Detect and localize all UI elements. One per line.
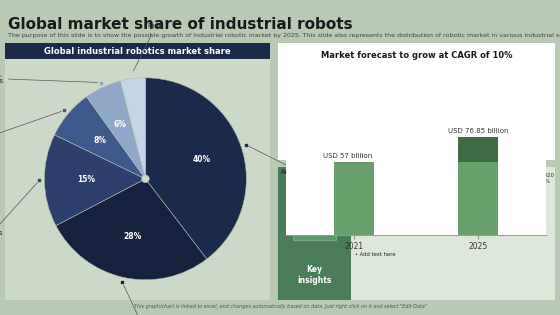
Text: 15%: 15% [77,175,95,184]
Text: Key
insights: Key insights [297,265,332,285]
Wedge shape [54,97,143,177]
Text: • Worldwide industrial robots market expanded from $47.52 billion in 2020 to $57: • Worldwide industrial robots market exp… [355,173,554,184]
Wedge shape [87,81,144,176]
Text: USD 76.85 billion: USD 76.85 billion [447,128,508,134]
Text: 6%: 6% [114,120,127,129]
Bar [278,167,351,300]
Wedge shape [120,78,146,175]
Text: Global industrial robotics market share: Global industrial robotics market share [44,47,231,55]
Text: Metal/heavy
machinery: Metal/heavy machinery [0,111,62,149]
Wedge shape [56,180,207,280]
Text: Automotive: Automotive [249,146,320,175]
Text: Electrical/electronics: Electrical/electronics [111,285,180,315]
Text: Chemical,
rubber & plastics: Chemical, rubber & plastics [0,71,98,84]
Text: • Add text here: • Add text here [355,252,395,257]
Bar [278,43,555,160]
Bar [458,162,498,235]
Text: This graph/chart is linked to excel, and changes automatically based on data. Ju: This graph/chart is linked to excel, and… [133,304,427,309]
Text: 8%: 8% [94,136,106,145]
Text: USD 57 billion: USD 57 billion [323,153,372,159]
Wedge shape [44,135,142,226]
Text: Food: Food [133,23,164,71]
Text: Market forecast to grow at CAGR of 10%: Market forecast to grow at CAGR of 10% [321,51,512,60]
Bar [334,162,374,235]
Bar [351,167,555,300]
Text: 28%: 28% [123,232,142,242]
Wedge shape [146,78,246,259]
Text: 40%: 40% [193,155,211,164]
Text: Others: Others [0,182,38,236]
Text: Global market share of industrial robots: Global market share of industrial robots [8,17,353,32]
Bar [458,137,498,162]
Text: The purpose of this slide is to show the possible growth of industrial robotic m: The purpose of this slide is to show the… [8,33,560,38]
Bar [293,200,336,240]
Text: • Market is anticipated to reach $76.85 billion in 2025 at a CAGR of 10%: • Market is anticipated to reach $76.85 … [355,215,546,220]
Bar [5,43,270,59]
Bar [5,43,270,300]
